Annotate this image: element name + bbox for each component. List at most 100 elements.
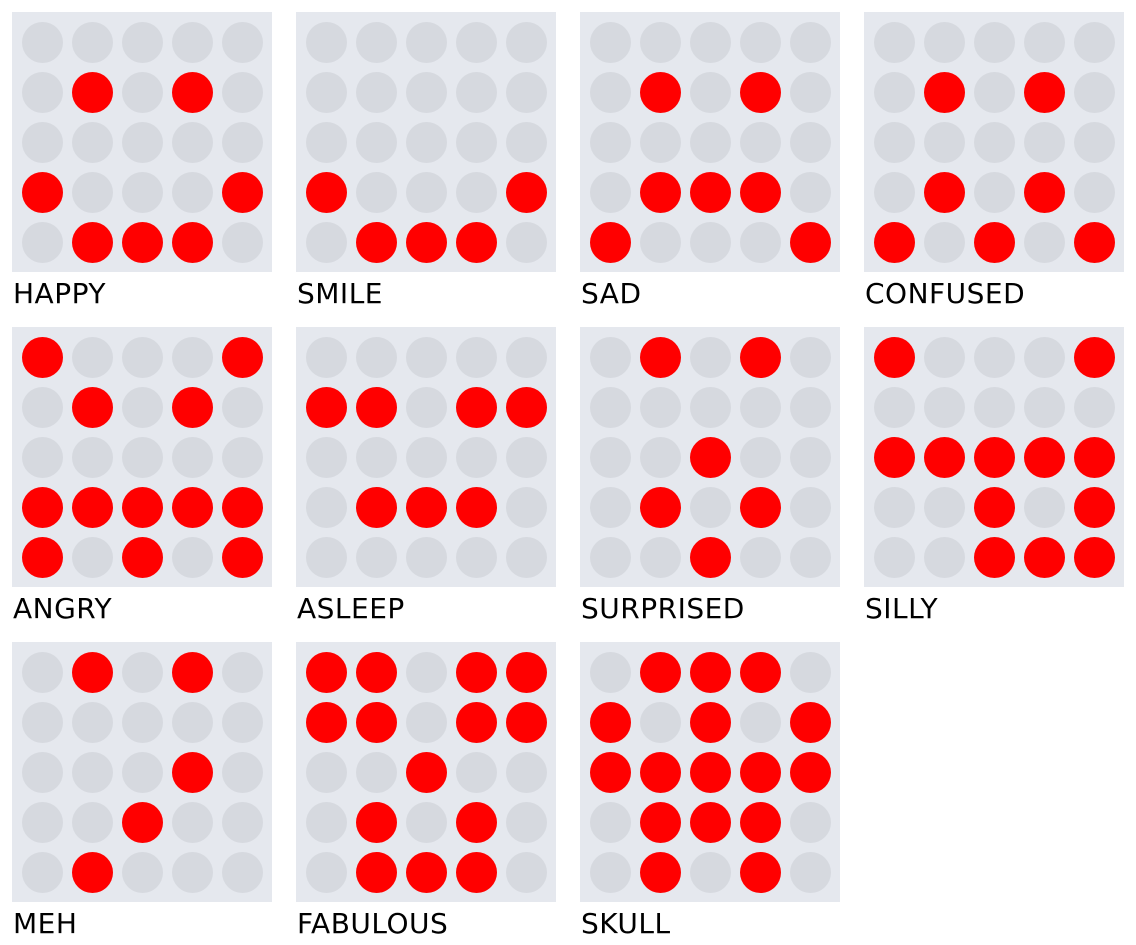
led-off	[590, 122, 631, 163]
led-off	[506, 337, 547, 378]
led-off	[172, 337, 213, 378]
led-on	[456, 702, 497, 743]
led-off	[590, 22, 631, 63]
led-on	[1074, 222, 1115, 263]
icon-tile-fabulous: FABULOUS	[296, 642, 556, 940]
led-off	[122, 72, 163, 113]
led-off	[122, 387, 163, 428]
led-off	[222, 852, 263, 893]
led-on	[924, 72, 965, 113]
led-off	[456, 537, 497, 578]
led-off	[1024, 387, 1065, 428]
led-off	[122, 172, 163, 213]
led-on	[406, 487, 447, 528]
led-off	[22, 752, 63, 793]
led-off	[790, 437, 831, 478]
led-off	[790, 537, 831, 578]
led-off	[590, 802, 631, 843]
led-off	[222, 652, 263, 693]
led-off	[456, 437, 497, 478]
led-off	[356, 172, 397, 213]
led-off	[72, 537, 113, 578]
led-on	[356, 852, 397, 893]
led-on	[874, 337, 915, 378]
icon-label: FABULOUS	[297, 907, 449, 940]
led-off	[306, 852, 347, 893]
led-off	[306, 222, 347, 263]
led-off	[172, 122, 213, 163]
led-on	[22, 172, 63, 213]
led-off	[72, 172, 113, 213]
led-off	[406, 537, 447, 578]
led-off	[590, 72, 631, 113]
led-off	[406, 337, 447, 378]
led-on	[590, 752, 631, 793]
led-off	[690, 387, 731, 428]
led-off	[406, 652, 447, 693]
icon-tile-smile: SMILE	[296, 12, 556, 310]
led-off	[72, 752, 113, 793]
led-off	[790, 802, 831, 843]
led-off	[924, 387, 965, 428]
led-on	[740, 172, 781, 213]
led-on	[406, 752, 447, 793]
led-off	[222, 22, 263, 63]
led-on	[974, 222, 1015, 263]
led-off	[590, 487, 631, 528]
led-off	[740, 387, 781, 428]
led-off	[356, 437, 397, 478]
led-off	[874, 537, 915, 578]
led-on	[640, 172, 681, 213]
led-off	[690, 337, 731, 378]
led-on	[790, 752, 831, 793]
led-on	[690, 702, 731, 743]
led-on	[222, 487, 263, 528]
led-off	[122, 22, 163, 63]
led-on	[122, 487, 163, 528]
led-on	[122, 222, 163, 263]
led-off	[406, 802, 447, 843]
led-on	[356, 652, 397, 693]
led-off	[122, 652, 163, 693]
led-off	[356, 22, 397, 63]
led-on	[640, 802, 681, 843]
led-off	[790, 172, 831, 213]
led-on	[356, 802, 397, 843]
led-off	[406, 122, 447, 163]
led-on	[874, 437, 915, 478]
led-off	[172, 22, 213, 63]
led-on	[740, 802, 781, 843]
led-off	[640, 437, 681, 478]
led-off	[590, 172, 631, 213]
led-on	[356, 222, 397, 263]
led-off	[874, 72, 915, 113]
led-off	[790, 22, 831, 63]
led-on	[590, 702, 631, 743]
led-on	[506, 387, 547, 428]
led-off	[874, 122, 915, 163]
led-off	[306, 487, 347, 528]
led-off	[690, 852, 731, 893]
led-off	[22, 652, 63, 693]
led-off	[1074, 22, 1115, 63]
led-on	[356, 702, 397, 743]
led-off	[72, 22, 113, 63]
led-on	[740, 487, 781, 528]
led-off	[874, 487, 915, 528]
icon-label: MEH	[13, 907, 78, 940]
led-on	[640, 852, 681, 893]
led-on	[1024, 537, 1065, 578]
led-on	[1024, 72, 1065, 113]
led-on	[590, 222, 631, 263]
led-off	[306, 122, 347, 163]
led-matrix	[864, 327, 1124, 587]
led-off	[72, 437, 113, 478]
led-off	[740, 702, 781, 743]
led-off	[974, 22, 1015, 63]
icon-tile-asleep: ASLEEP	[296, 327, 556, 625]
led-off	[790, 487, 831, 528]
led-off	[790, 122, 831, 163]
led-off	[122, 122, 163, 163]
led-off	[590, 387, 631, 428]
led-on	[356, 387, 397, 428]
